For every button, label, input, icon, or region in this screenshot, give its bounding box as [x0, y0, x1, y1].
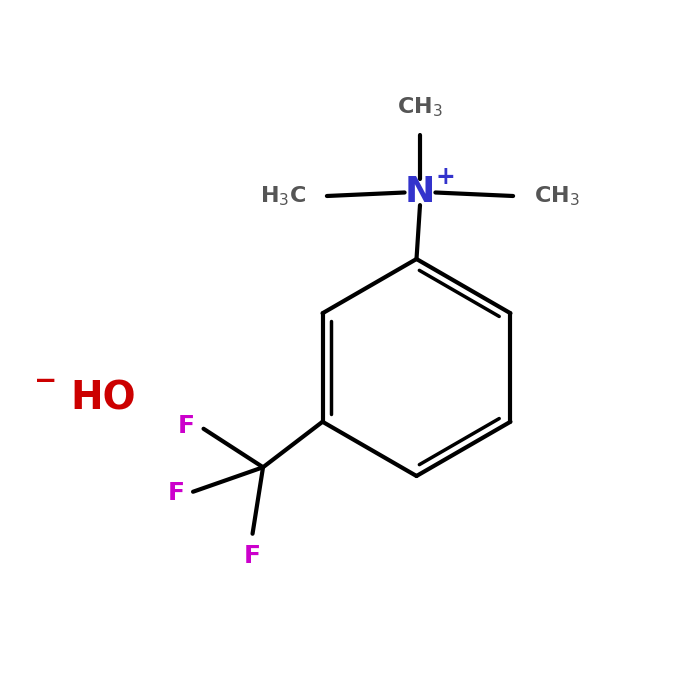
Text: F: F — [244, 545, 261, 568]
Text: N: N — [405, 176, 435, 209]
Text: H$_3$C: H$_3$C — [260, 184, 306, 208]
Text: CH$_3$: CH$_3$ — [534, 184, 580, 208]
Text: CH$_3$: CH$_3$ — [397, 95, 443, 119]
Text: −: − — [34, 368, 57, 395]
Text: HO: HO — [70, 380, 136, 418]
Text: F: F — [178, 414, 195, 438]
Text: +: + — [435, 165, 455, 189]
Text: F: F — [167, 481, 185, 505]
